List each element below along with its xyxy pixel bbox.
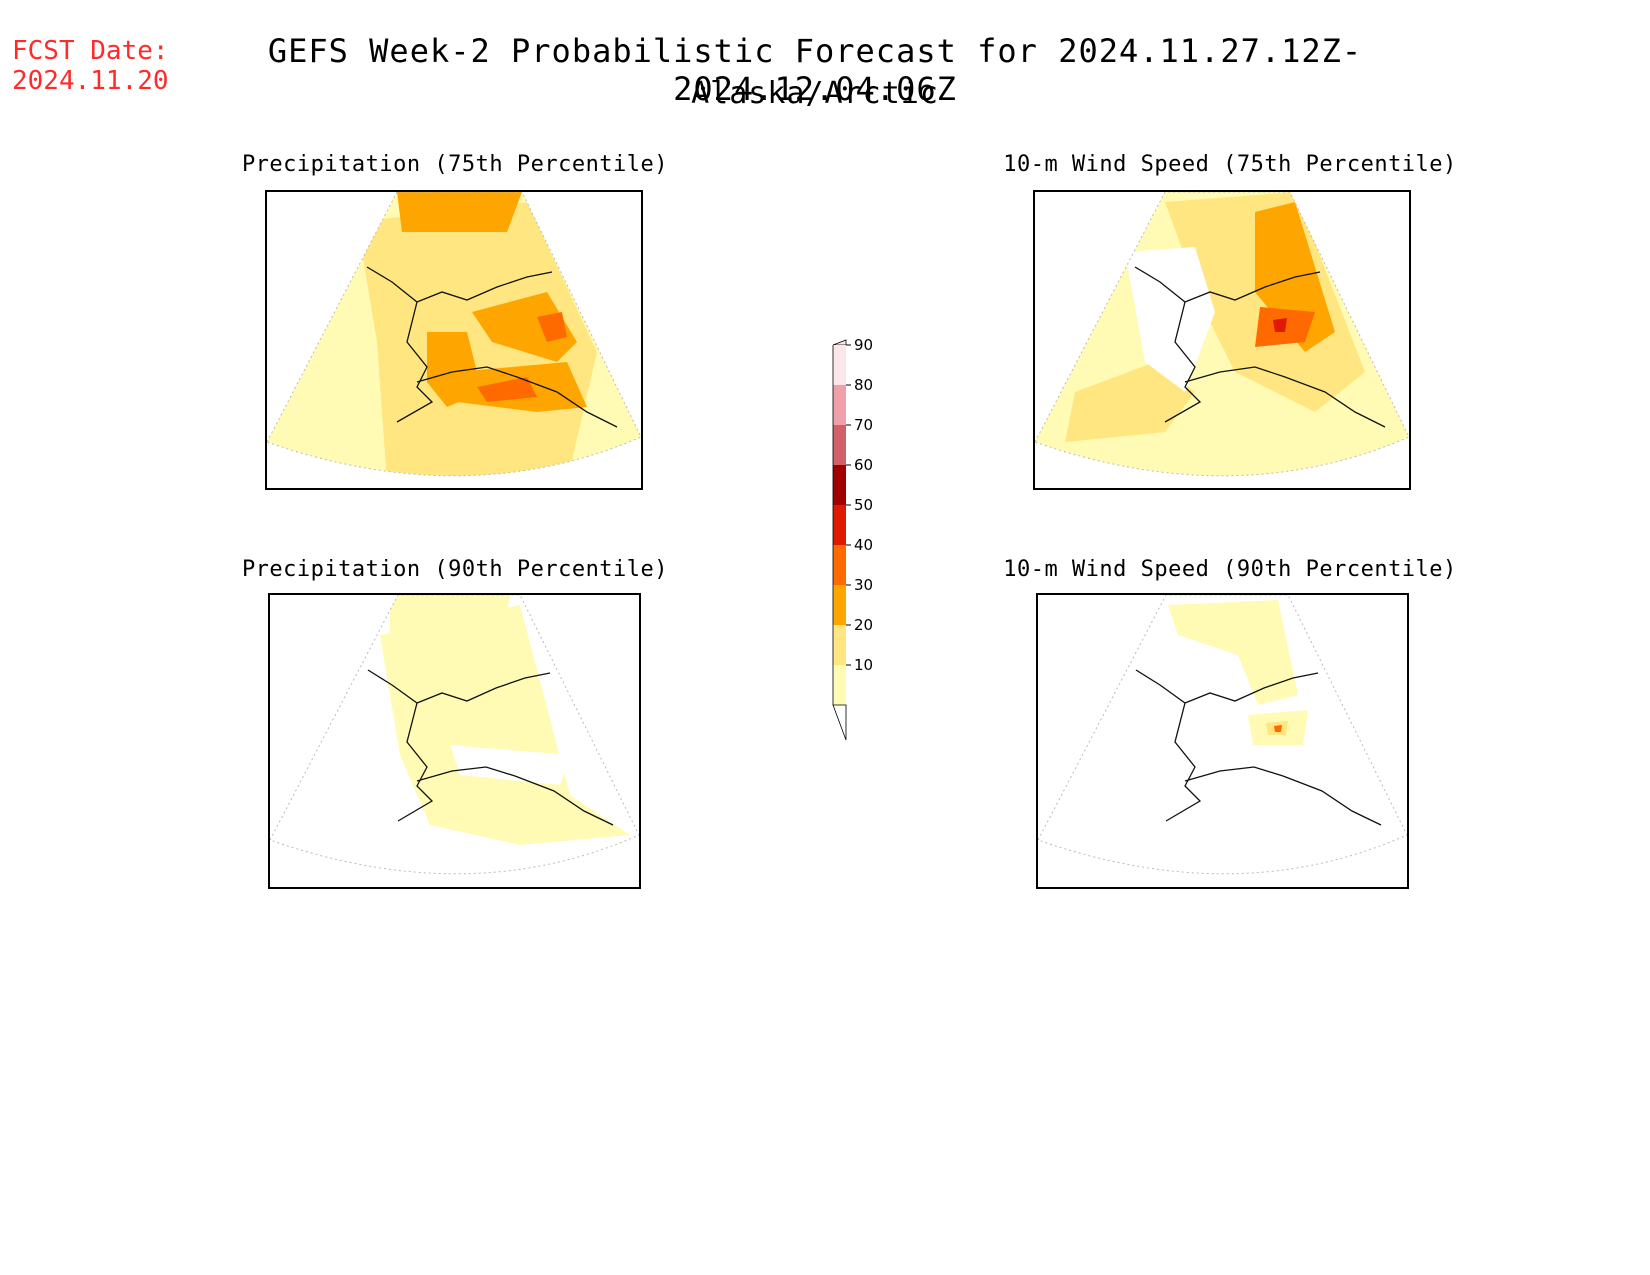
forecast-date-label: FCST Date: bbox=[12, 36, 169, 66]
legend-color-box bbox=[833, 665, 846, 705]
legend-color-box bbox=[833, 425, 846, 465]
legend-color-box bbox=[833, 585, 846, 625]
map-wind-90 bbox=[1036, 593, 1409, 889]
legend-label: 60 bbox=[854, 456, 873, 474]
forecast-date-value: 2024.11.20 bbox=[12, 66, 169, 96]
legend-color-box bbox=[833, 465, 846, 505]
legend-bottom-arrow bbox=[832, 704, 847, 741]
legend-label: 70 bbox=[854, 416, 873, 434]
legend-label: 20 bbox=[854, 616, 873, 634]
region-subtitle: Alaska/Arctic bbox=[691, 76, 939, 111]
legend-top-arrow bbox=[832, 339, 847, 346]
map-precip-90 bbox=[268, 593, 641, 889]
coastline bbox=[1134, 266, 1386, 428]
shaded-field bbox=[380, 595, 630, 845]
color-legend: 10 20 30 40 50 60 70 80 90 bbox=[815, 335, 905, 745]
legend-label: 30 bbox=[854, 576, 873, 594]
panel-title-wind-75: 10-m Wind Speed (75th Percentile) bbox=[1003, 152, 1457, 177]
legend-color-box bbox=[833, 345, 846, 385]
legend-color-box bbox=[833, 545, 846, 585]
page-title: GEFS Week-2 Probabilistic Forecast for 2… bbox=[267, 32, 1363, 108]
panel-title-precip-75: Precipitation (75th Percentile) bbox=[241, 152, 669, 177]
shaded-field bbox=[1168, 600, 1308, 745]
map-wind-75 bbox=[1033, 190, 1411, 490]
legend-color-box bbox=[833, 625, 846, 665]
coastline bbox=[1135, 669, 1382, 826]
shaded-field bbox=[1035, 192, 1409, 476]
map-precip-75 bbox=[265, 190, 643, 490]
legend-color-box bbox=[833, 385, 846, 425]
legend-color-box bbox=[833, 505, 846, 545]
panel-title-wind-90: 10-m Wind Speed (90th Percentile) bbox=[1003, 557, 1457, 582]
coastline bbox=[367, 669, 614, 826]
coastline bbox=[366, 266, 618, 428]
legend-label: 50 bbox=[854, 496, 873, 514]
panel-title-precip-90: Precipitation (90th Percentile) bbox=[241, 557, 669, 582]
shaded-field bbox=[267, 192, 641, 476]
legend-label: 40 bbox=[854, 536, 873, 554]
legend-label: 90 bbox=[854, 336, 873, 354]
forecast-date-block: FCST Date: 2024.11.20 bbox=[12, 36, 169, 96]
legend-label: 10 bbox=[854, 656, 873, 674]
legend-label: 80 bbox=[854, 376, 873, 394]
